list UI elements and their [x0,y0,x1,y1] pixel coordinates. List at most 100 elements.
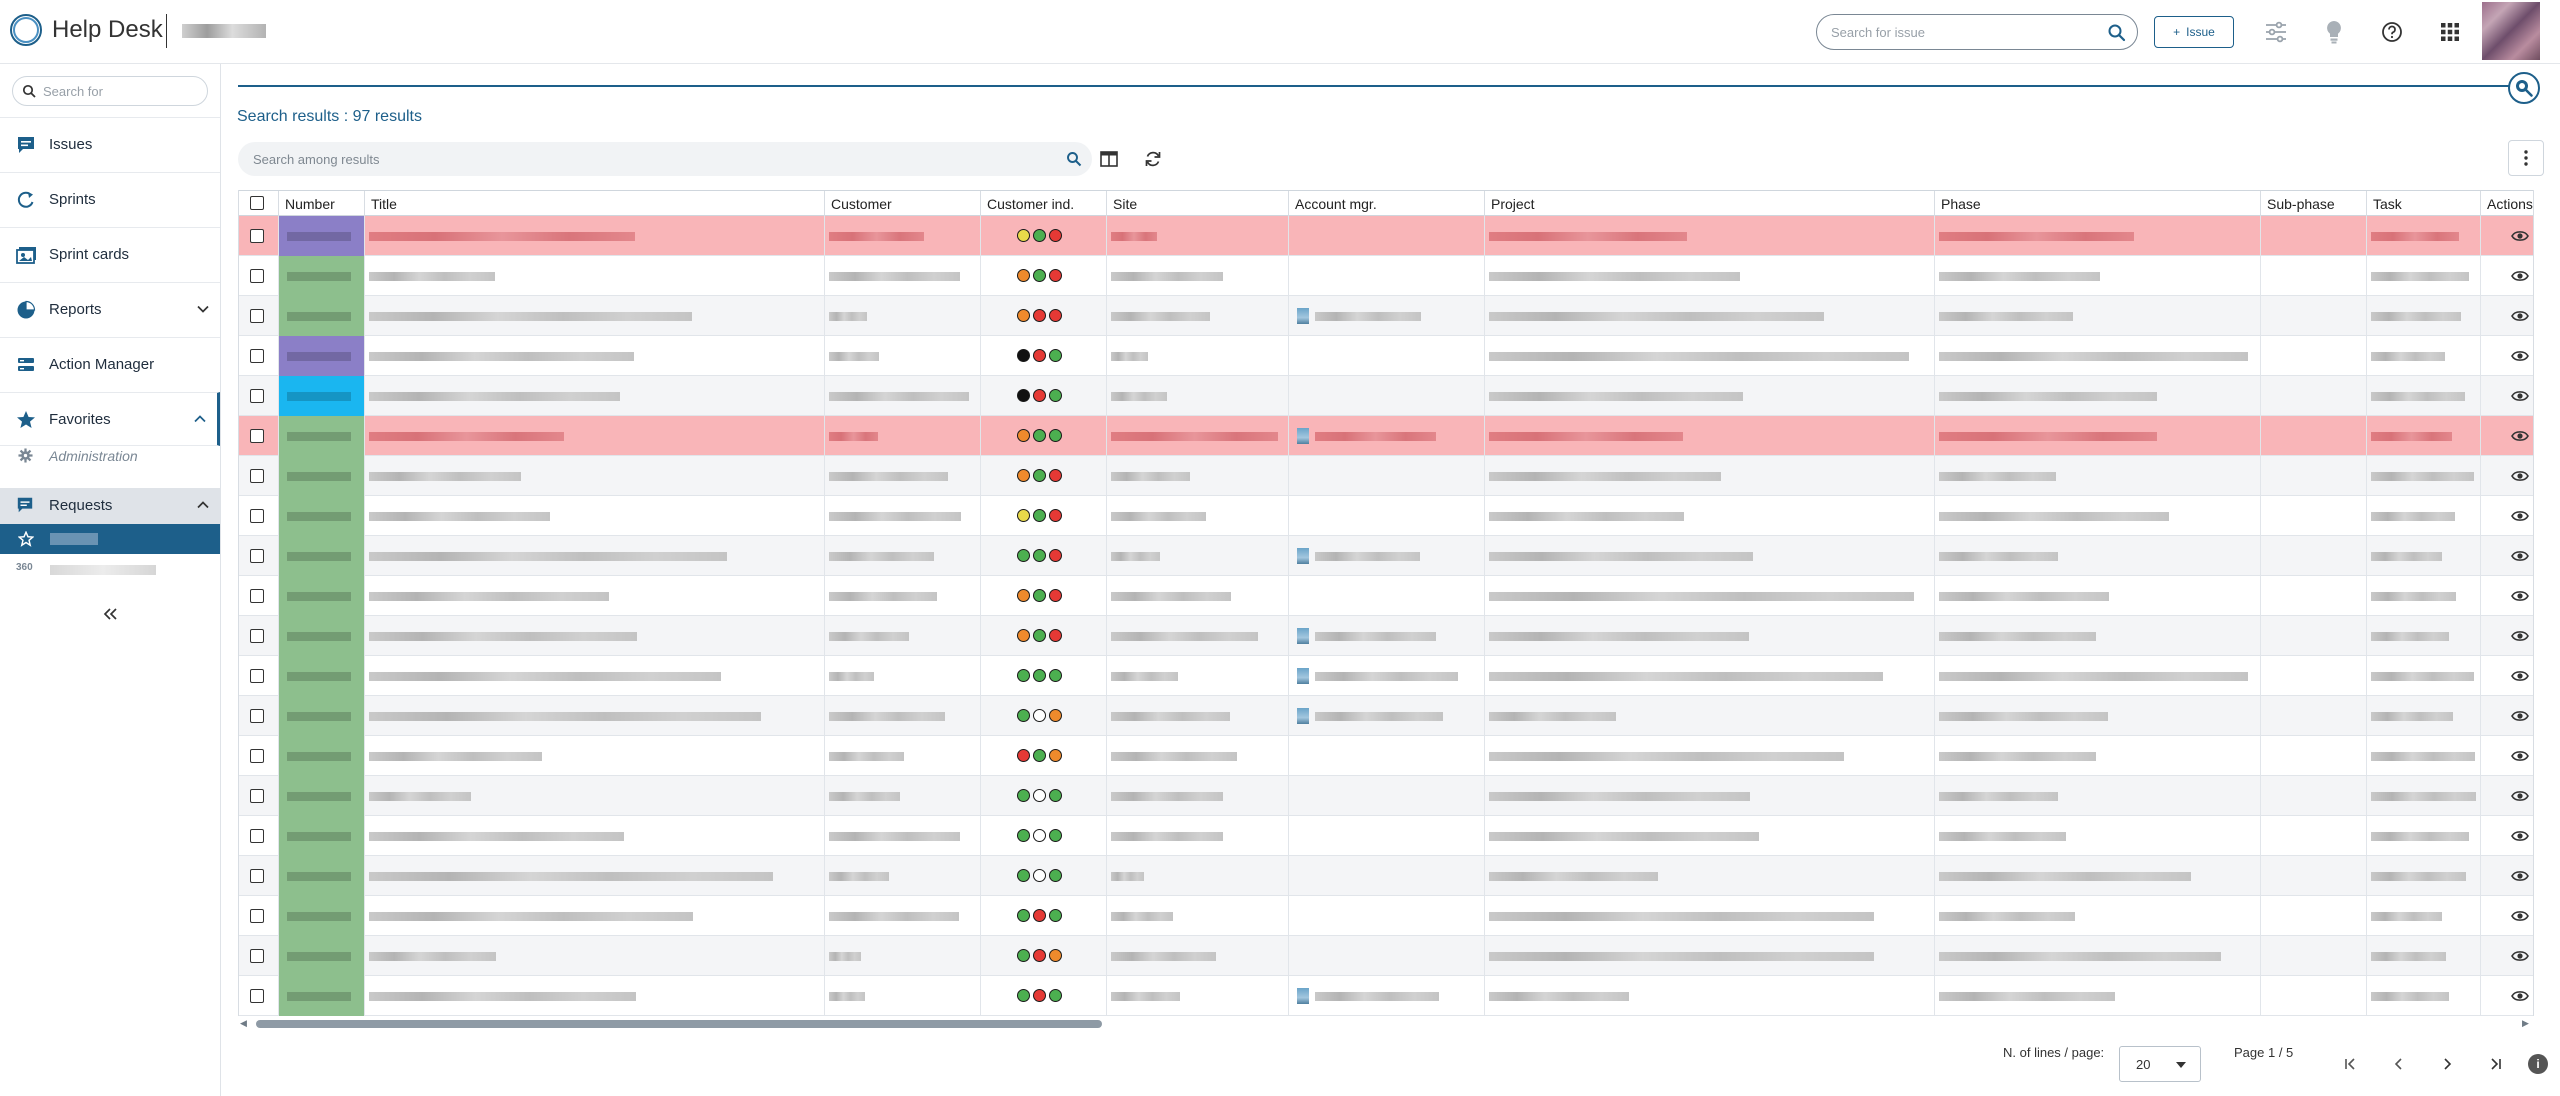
row-checkbox[interactable] [250,829,264,843]
view-eye-icon[interactable] [2511,629,2529,648]
title-cell[interactable] [365,536,825,576]
view-eye-icon[interactable] [2511,869,2529,888]
sidebar-search-input[interactable] [43,83,193,99]
title-cell[interactable] [365,616,825,656]
row-checkbox[interactable] [250,949,264,963]
table-row[interactable] [239,656,2533,696]
view-eye-icon[interactable] [2511,989,2529,1008]
title-cell[interactable] [365,376,825,416]
column-header-number[interactable]: Number [279,191,365,216]
table-row[interactable] [239,976,2533,1016]
info-icon[interactable]: i [2528,1054,2548,1074]
previous-page-icon[interactable] [2388,1053,2410,1075]
row-checkbox[interactable] [250,909,264,923]
sidebar-item-administration[interactable]: Administration [0,444,220,468]
sidebar-item-favorites[interactable]: Favorites [0,392,220,446]
view-eye-icon[interactable] [2511,589,2529,608]
chevron-down-icon[interactable] [196,302,210,320]
sidebar-item-sprint-cards[interactable]: Sprint cards [0,227,220,281]
sidebar-item-sprints[interactable]: Sprints [0,172,220,226]
view-eye-icon[interactable] [2511,429,2529,448]
row-checkbox[interactable] [250,469,264,483]
view-eye-icon[interactable] [2511,309,2529,328]
scroll-right-icon[interactable]: ▶ [2522,1018,2529,1028]
filters-icon[interactable] [2262,18,2290,46]
column-header-phase[interactable]: Phase [1935,191,2261,216]
view-eye-icon[interactable] [2511,349,2529,368]
title-cell[interactable] [365,296,825,336]
row-checkbox[interactable] [250,629,264,643]
row-checkbox[interactable] [250,869,264,883]
app-logo[interactable] [10,14,42,46]
scroll-left-icon[interactable]: ◀ [240,1018,247,1028]
view-eye-icon[interactable] [2511,709,2529,728]
view-eye-icon[interactable] [2511,229,2529,248]
last-page-icon[interactable] [2484,1053,2506,1075]
title-cell[interactable] [365,776,825,816]
table-row[interactable] [239,256,2533,296]
view-eye-icon[interactable] [2511,909,2529,928]
row-checkbox[interactable] [250,789,264,803]
view-eye-icon[interactable] [2511,949,2529,968]
title-cell[interactable] [365,456,825,496]
table-row[interactable] [239,536,2533,576]
saved-request-selected[interactable] [0,524,220,554]
row-checkbox[interactable] [250,509,264,523]
title-cell[interactable] [365,736,825,776]
title-cell[interactable] [365,576,825,616]
saved-request-item[interactable]: 360 [0,556,220,582]
column-header-project[interactable]: Project [1485,191,1935,216]
first-page-icon[interactable] [2340,1053,2362,1075]
refresh-icon[interactable] [1142,148,1164,170]
user-avatar[interactable] [2482,2,2540,60]
table-row[interactable] [239,936,2533,976]
scrollbar-thumb[interactable] [256,1020,1102,1028]
row-checkbox[interactable] [250,429,264,443]
chevron-up-icon[interactable] [193,412,207,430]
table-row[interactable] [239,896,2533,936]
view-eye-icon[interactable] [2511,269,2529,288]
lines-per-page-select[interactable]: 20 [2119,1046,2201,1082]
table-row[interactable] [239,776,2533,816]
row-checkbox[interactable] [250,989,264,1003]
table-row[interactable] [239,336,2533,376]
search-icon[interactable] [1066,151,1082,172]
row-checkbox[interactable] [250,589,264,603]
issue-search-input[interactable] [1831,23,2081,41]
view-eye-icon[interactable] [2511,789,2529,808]
row-checkbox[interactable] [250,749,264,763]
view-eye-icon[interactable] [2511,669,2529,688]
table-row[interactable] [239,296,2533,336]
sidebar-item-requests[interactable]: Requests [0,488,220,524]
title-cell[interactable] [365,336,825,376]
chevron-up-icon[interactable] [196,498,210,516]
title-cell[interactable] [365,896,825,936]
title-cell[interactable] [365,696,825,736]
select-all-checkbox[interactable] [250,196,264,210]
search-icon[interactable] [2107,23,2127,43]
next-page-icon[interactable] [2436,1053,2458,1075]
title-cell[interactable] [365,216,825,256]
column-header-customer[interactable]: Customer [825,191,981,216]
column-header-account-mgr[interactable]: Account mgr. [1289,191,1485,216]
row-checkbox[interactable] [250,269,264,283]
table-row[interactable] [239,576,2533,616]
view-eye-icon[interactable] [2511,469,2529,488]
title-cell[interactable] [365,256,825,296]
column-header-sub-phase[interactable]: Sub-phase [2261,191,2367,216]
results-search-input[interactable] [253,151,1013,167]
view-eye-icon[interactable] [2511,549,2529,568]
table-row[interactable] [239,696,2533,736]
row-checkbox[interactable] [250,229,264,243]
view-eye-icon[interactable] [2511,829,2529,848]
table-row[interactable] [239,856,2533,896]
more-options-button[interactable] [2508,140,2544,176]
table-row[interactable] [239,496,2533,536]
title-cell[interactable] [365,856,825,896]
table-row[interactable] [239,616,2533,656]
table-row[interactable] [239,376,2533,416]
view-eye-icon[interactable] [2511,749,2529,768]
horizontal-scrollbar[interactable]: ◀ ▶ [238,1018,2534,1030]
table-row[interactable] [239,456,2533,496]
column-header-task[interactable]: Task [2367,191,2481,216]
